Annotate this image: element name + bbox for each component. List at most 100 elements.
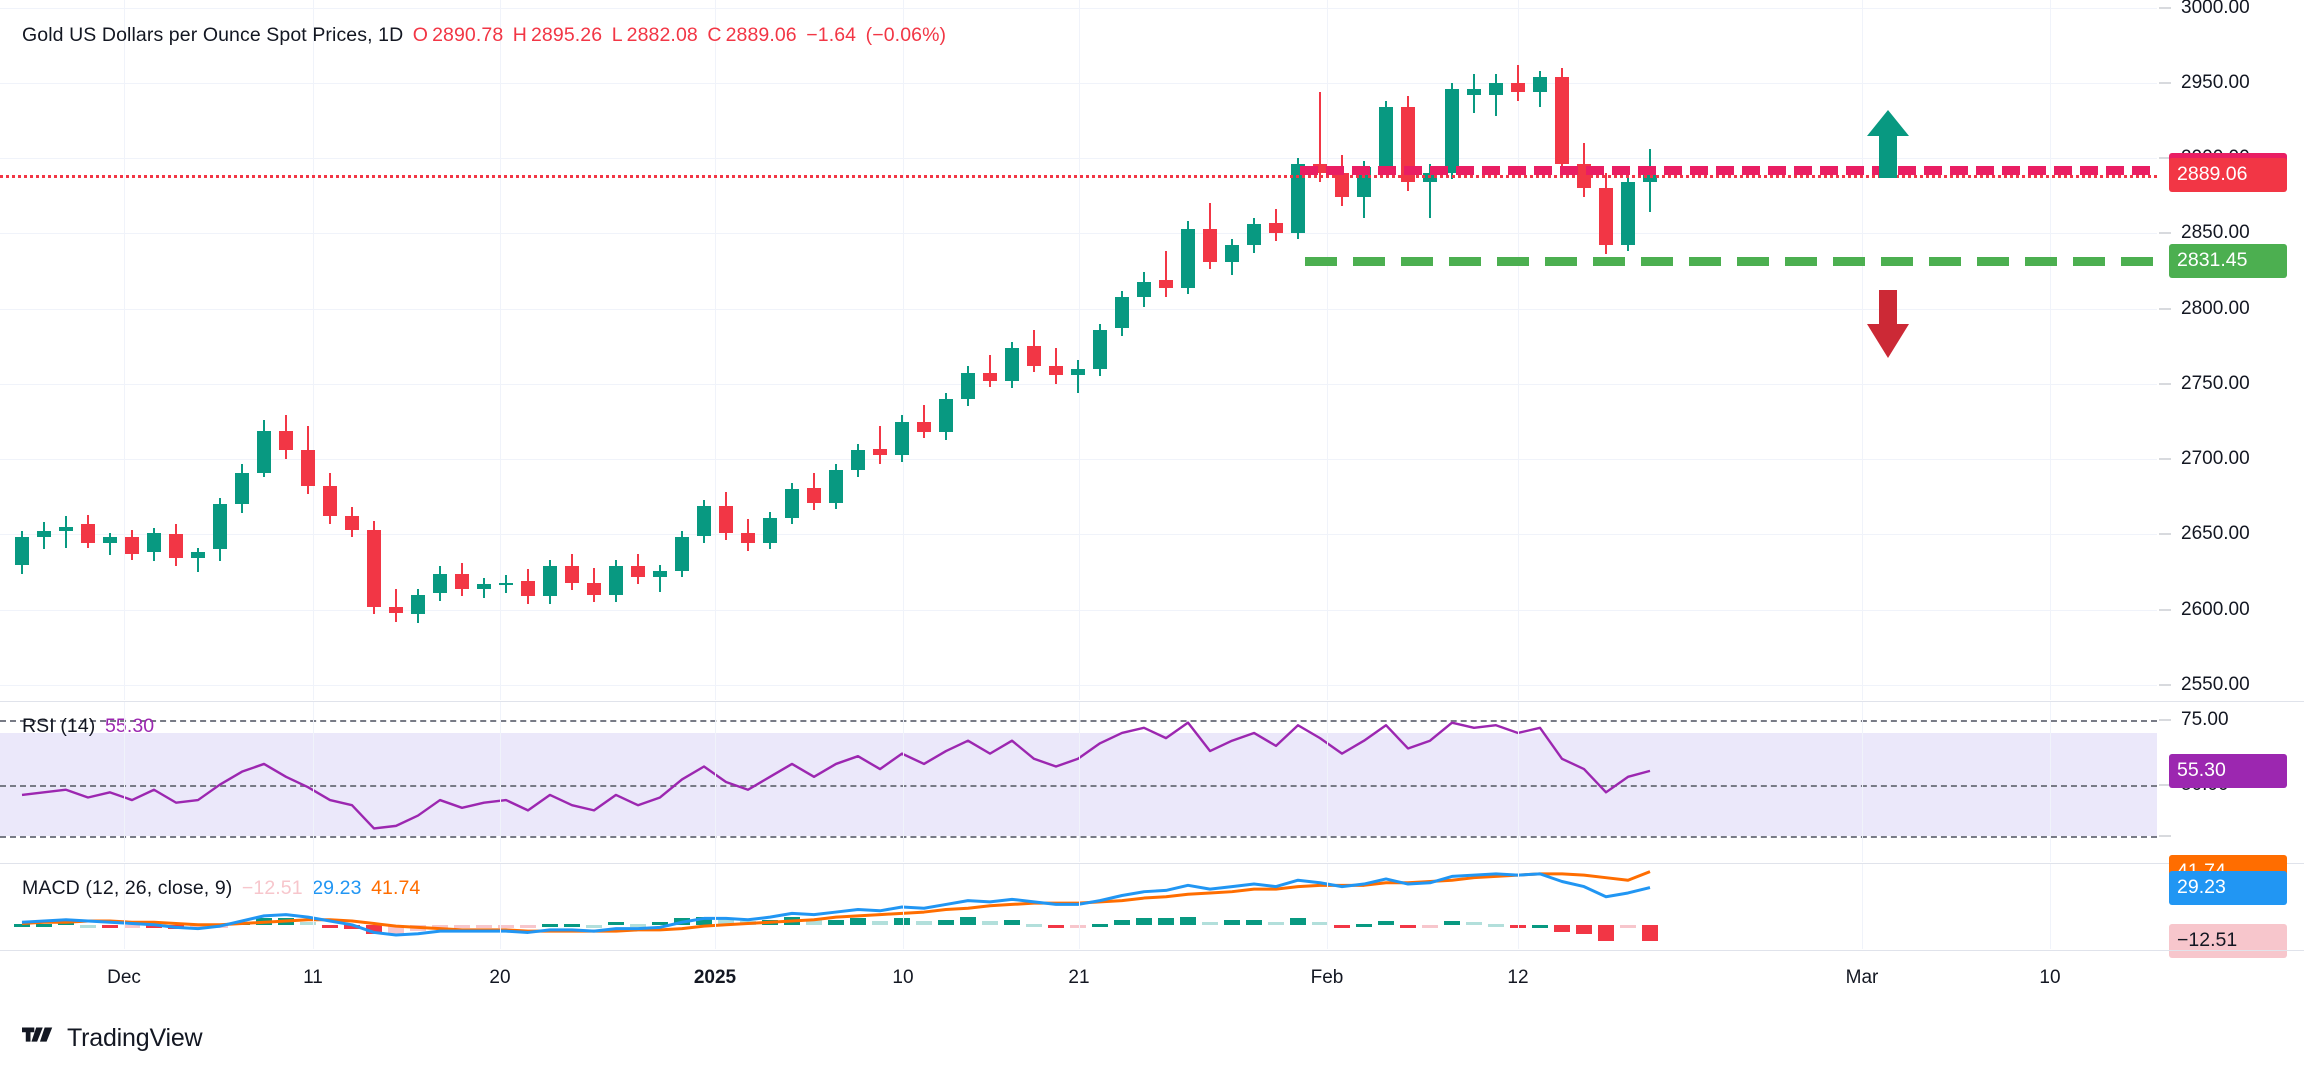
candle-body [851,450,865,470]
level-dash [2073,257,2105,267]
macd-histogram-bar [1026,923,1042,927]
macd-name[interactable]: MACD (12, 26, close, 9) [22,877,233,899]
candle-wick [989,355,991,387]
macd-histogram-bar [1114,919,1130,925]
macd-legend[interactable]: MACD (12, 26, close, 9) −12.51 29.23 41.… [22,877,424,900]
macd-histogram-bar [1070,924,1086,928]
candle-wick [659,564,661,592]
rsi-value: 55.30 [104,715,155,737]
macd-histogram-bar [432,924,448,928]
level-dash [1794,166,1812,176]
candle-body [917,421,931,433]
pink-level-line[interactable] [0,166,2157,176]
candle-body [1225,245,1239,262]
level-dash [2121,257,2153,267]
time-axis-label: 11 [303,967,323,988]
time-axis-label: 10 [2039,967,2061,988]
close-label: C [707,24,722,46]
macd-histogram-bar [1642,924,1658,941]
gridline-vertical [903,864,904,949]
level-dash [2002,166,2020,176]
low-label: L [611,24,623,46]
price-axis[interactable]: 3000.002950.002900.002850.002800.002750.… [2157,0,2304,700]
level-dash [1977,257,2009,267]
level-dash [1820,166,1838,176]
macd-histogram-bar [36,923,52,927]
axis-tick-mark [2159,7,2171,9]
gridline [0,233,2157,235]
macd-axis[interactable]: 41.7429.23−12.51 [2157,854,2304,958]
close-price-line[interactable] [0,174,2157,178]
macd-histogram-bar [1422,924,1438,928]
gridline-vertical [1327,702,1328,862]
macd-histogram-bar [1444,920,1460,925]
rsi-legend[interactable]: RSI (14) 55.30 [22,715,158,738]
gridline [0,609,2157,611]
candle-body [191,552,205,559]
candle-body [213,504,227,550]
gridline-vertical [2050,864,2051,949]
rsi-name[interactable]: RSI (14) [22,715,96,737]
macd-histogram-bar [982,920,998,925]
level-dash [1508,166,1526,176]
candle-wick [109,532,111,556]
price-axis-label: 2700.00 [2181,448,2250,470]
candle-body [521,581,535,597]
candle-body [719,505,733,533]
macd-histogram-bar [1576,924,1592,934]
price-badge[interactable]: 2831.45 [2169,244,2287,279]
macd-histogram-bar [630,923,646,927]
macd-histogram-bar [894,918,910,925]
gridline-vertical [124,702,125,862]
axis-tick-mark [2159,835,2171,837]
level-dash [2028,166,2046,176]
green-level-line[interactable] [0,257,2157,267]
price-badge[interactable]: 2889.06 [2169,157,2287,192]
macd-histogram-bar [960,917,976,925]
candle-body [829,469,843,503]
rsi-badge[interactable]: 55.30 [2169,753,2287,788]
candle-body [587,582,601,595]
macd-histogram-bar [1466,922,1482,926]
symbol-title[interactable]: Gold US Dollars per Ounce Spot Prices, 1… [22,24,404,46]
level-dash [1690,166,1708,176]
rsi-level-line [0,836,2157,839]
candle-body [807,487,821,503]
level-dash [1924,166,1942,176]
gridline-vertical [313,0,314,700]
level-dash [1326,166,1344,176]
macd-histogram-bar [1180,917,1196,925]
candle-wick [879,426,881,464]
axis-tick-mark [2159,784,2171,786]
candle-body [279,430,293,451]
candle-body [59,526,73,532]
macd-badge[interactable]: 29.23 [2169,870,2287,905]
candle-body [345,516,359,530]
axis-tick-mark [2159,458,2171,460]
symbol-legend[interactable]: Gold US Dollars per Ounce Spot Prices, 1… [22,24,950,47]
price-pane[interactable]: Gold US Dollars per Ounce Spot Prices, 1… [0,0,2157,700]
candle-body [169,534,183,559]
candle-body [301,450,315,487]
macd-histogram-bar [938,919,954,925]
macd-badge[interactable]: −12.51 [2169,923,2287,958]
change-percent: (−0.06%) [865,24,947,46]
axis-tick-mark [2159,308,2171,310]
macd-histogram-bar [1620,924,1636,928]
pane-divider-rsi [0,701,2304,702]
candle-body [1027,346,1041,366]
candle-body [1291,164,1305,234]
time-axis[interactable]: Dec 11 20 2025 10 21 Feb 12 Mar 10 [0,951,2304,1013]
macd-histogram-bar [696,917,712,925]
candle-body [367,529,381,607]
level-dash [1353,257,1385,267]
rsi-pane[interactable]: RSI (14) 55.30 [0,702,2157,862]
level-dash [1404,166,1422,176]
gridline [0,308,2157,310]
macd-pane[interactable]: MACD (12, 26, close, 9) −12.51 29.23 41.… [0,864,2157,949]
macd-histogram-bar [498,924,514,928]
time-axis-label: 21 [1068,967,1090,988]
macd-histogram-bar [1136,918,1152,925]
macd-histogram-bar [1004,919,1020,925]
